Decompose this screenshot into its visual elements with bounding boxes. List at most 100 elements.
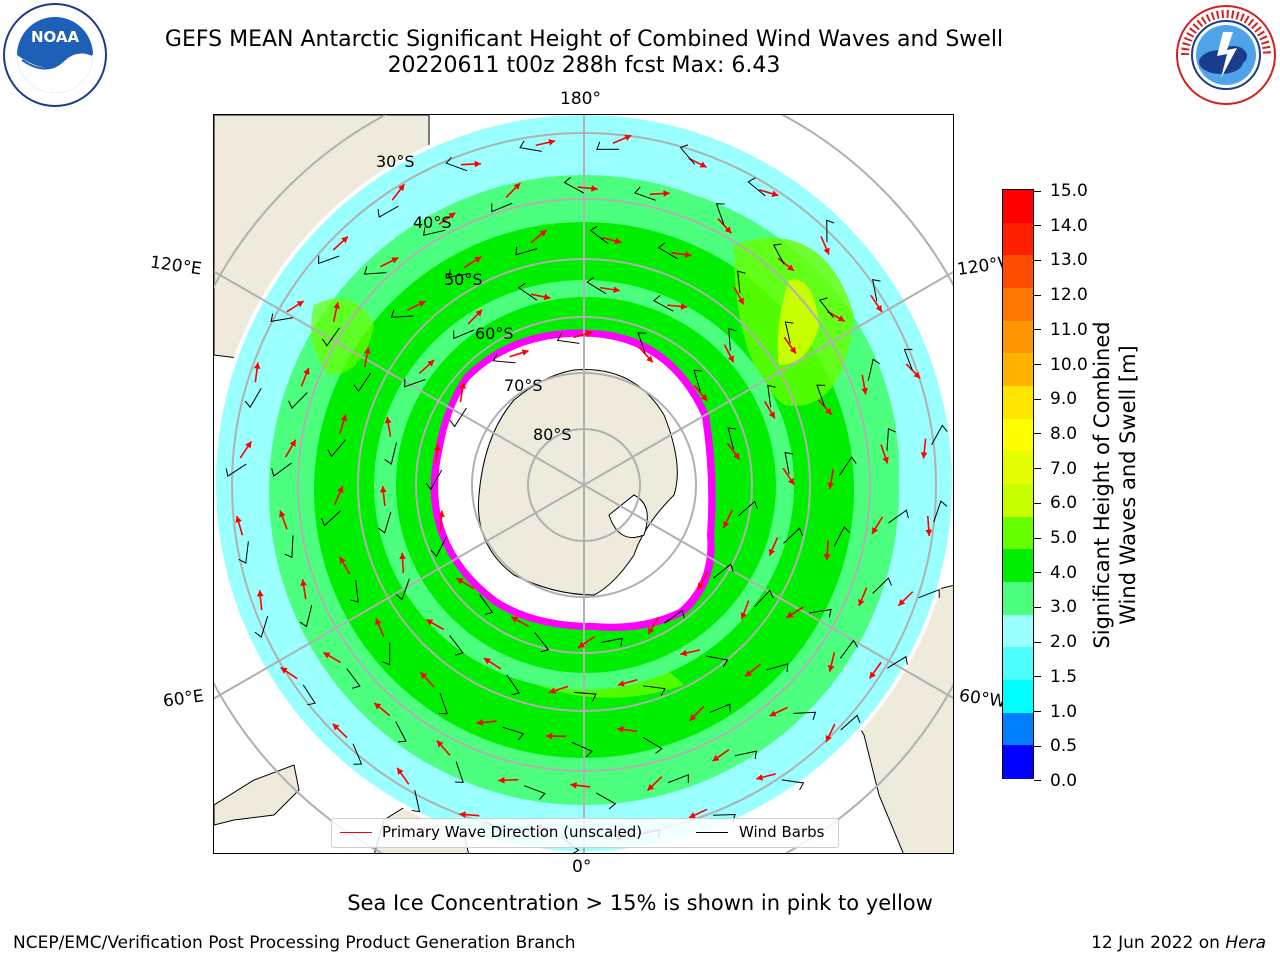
- wind-barb: [563, 176, 585, 194]
- wind-barb: [872, 279, 881, 302]
- wave-direction-arrowhead: [698, 582, 704, 590]
- wave-direction-arrowhead: [837, 315, 845, 322]
- lon-label-180: 180°: [560, 89, 601, 109]
- wave-direction-arrowhead: [426, 619, 434, 626]
- lon-label-60e: 60°E: [161, 686, 206, 712]
- wave-direction-arrowhead: [375, 618, 382, 626]
- wave-direction-arrowhead: [549, 687, 556, 694]
- wave-direction-arrowhead: [727, 355, 734, 363]
- wind-barb: [377, 205, 399, 218]
- footer-left: NCEP/EMC/Verification Post Processing Pr…: [13, 933, 576, 953]
- wave-direction-arrowhead: [363, 347, 371, 354]
- wind-barb: [430, 536, 447, 558]
- graticule: [214, 115, 953, 853]
- wind-barb: [244, 388, 262, 409]
- colorbar-segment: [1003, 712, 1033, 746]
- wave-direction-arrowhead: [434, 444, 441, 451]
- wind-barb: [643, 685, 666, 696]
- wave-direction-arrowhead: [303, 367, 310, 375]
- wind-barb: [271, 462, 292, 477]
- wind-barb: [818, 297, 834, 318]
- wave-direction-arrowhead: [235, 516, 242, 523]
- wind-barb: [395, 578, 410, 601]
- wave-direction-arrowhead: [925, 529, 933, 536]
- footer-right: 12 Jun 2022 on Hera: [1091, 933, 1266, 953]
- wave-direction-arrowhead: [858, 599, 865, 607]
- wind-barb: [299, 605, 313, 628]
- wind-barb: [390, 309, 414, 318]
- wave-direction-arrowhead: [768, 548, 776, 556]
- wave-direction-arrowhead: [474, 160, 481, 168]
- wave-direction-arrowhead: [521, 349, 529, 356]
- wave-direction-arrowhead: [296, 301, 304, 308]
- wind-barb: [872, 577, 892, 594]
- lat-label-50s: 50°S: [444, 270, 483, 289]
- wave-direction-arrowhead: [875, 304, 882, 312]
- colorbar-segment: [1003, 484, 1033, 518]
- wind-barb: [784, 451, 794, 475]
- wind-barb: [709, 703, 731, 714]
- wave-direction-arrowhead: [380, 485, 387, 493]
- wind-barb: [449, 635, 464, 656]
- wave-direction-arrowhead: [340, 414, 348, 422]
- wind-barb: [352, 743, 363, 765]
- wave-direction-arrowhead: [756, 774, 764, 781]
- wind-barb: [754, 589, 774, 607]
- wind-barb: [491, 202, 513, 213]
- legend-wave-line: [340, 832, 372, 833]
- wave-direction-arrowhead: [585, 330, 593, 338]
- wave-direction-arrowhead: [663, 190, 670, 197]
- sea-ice-note: Sea Ice Concentration > 15% is shown in …: [347, 891, 933, 915]
- wave-direction-arrowhead: [436, 740, 444, 748]
- wave-direction-arrowhead: [591, 185, 598, 192]
- wave-direction-arrowhead: [787, 477, 795, 485]
- wave-direction-arrowhead: [300, 579, 307, 587]
- colorbar-segment: [1003, 190, 1033, 224]
- wave-direction-arrowhead: [827, 664, 835, 672]
- wave-direction-arrowhead: [280, 667, 288, 674]
- wave-direction-arrowhead: [769, 710, 777, 717]
- colorbar-tick-label: 0.0: [1034, 771, 1077, 791]
- wind-barb: [453, 329, 475, 340]
- wave-direction-arrowhead: [333, 302, 340, 309]
- wave-direction-arrowhead: [475, 309, 483, 317]
- noaa-logo-icon: NOAA: [2, 2, 108, 108]
- colorbar-label: Significant Height of Combined Wind Wave…: [1089, 321, 1141, 648]
- wave-direction-arrowhead: [823, 247, 830, 255]
- wave-direction-arrowhead: [699, 161, 707, 168]
- wave-direction-arrowhead: [871, 526, 879, 534]
- wave-direction-arrowhead: [398, 184, 405, 192]
- wind-barb: [411, 790, 421, 813]
- wave-direction-arrowhead: [474, 256, 482, 263]
- wave-direction-arrows: [235, 134, 933, 841]
- colorbar-label-line1: Significant Height of Combined: [1090, 321, 1114, 649]
- wind-barb: [384, 442, 397, 465]
- wind-barb: [705, 655, 729, 668]
- wind-barb: [840, 714, 861, 731]
- wave-direction-arrowhead: [545, 732, 553, 740]
- wave-direction-arrowhead: [882, 456, 889, 464]
- wind-barb: [734, 750, 758, 760]
- wind-barb: [353, 372, 372, 393]
- wind-barb: [586, 276, 607, 295]
- wind-barb: [517, 282, 538, 301]
- wind-barb: [886, 427, 896, 451]
- wave-direction-arrowhead: [724, 226, 732, 234]
- wave-direction-arrowhead: [733, 452, 740, 460]
- wave-direction-arrowhead: [613, 286, 620, 294]
- wind-barb: [781, 779, 805, 791]
- colorbar: [1002, 189, 1034, 779]
- wave-direction-arrowhead: [256, 590, 264, 597]
- lon-label-0: 0°: [572, 857, 592, 877]
- colorbar-tick-label: 14.0: [1034, 216, 1088, 236]
- colorbar-label-line2: Wind Waves and Swell [m]: [1116, 345, 1140, 625]
- chart-subtitle: 20220611 t00z 288h fcst Max: 6.43: [387, 53, 781, 78]
- map-legend: Primary Wave Direction (unscaled) Wind B…: [331, 818, 839, 848]
- wave-direction-arrowhead: [339, 556, 346, 564]
- wave-direction-arrowhead: [768, 411, 775, 419]
- colorbar-tick-label: 8.0: [1034, 424, 1077, 444]
- wind-barb: [809, 608, 832, 618]
- colorbar-tick-label: 1.0: [1034, 702, 1077, 722]
- wind-barb: [839, 639, 859, 659]
- wave-direction-arrowhead: [823, 553, 831, 561]
